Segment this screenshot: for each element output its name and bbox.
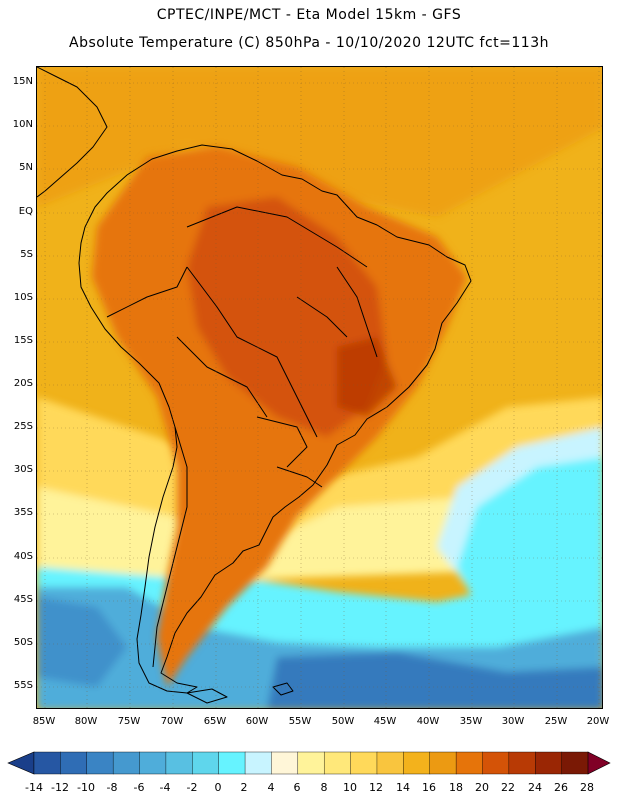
colorbar-arrow-left [7,751,35,775]
border-argentina-chile [152,426,188,668]
lat-label-25s: 25S [13,421,33,432]
lat-label-55s: 55S [13,680,33,691]
colorbar-label: -10 [77,781,95,794]
colorbar-segment [429,751,457,775]
colorbar-segment [86,751,114,775]
colorbar-label: -12 [51,781,69,794]
colorbar-segment [60,751,88,775]
colorbar-label: 2 [240,781,248,794]
border-brazil-north [186,206,368,268]
colorbar-segment [350,751,378,775]
island-tierra-del-fuego [186,688,228,704]
lon-label-75w: 75W [117,716,141,727]
colorbar-segment [192,751,220,775]
colorbar-label: 0 [214,781,222,794]
colorbar-label: 26 [554,781,568,794]
colorbar-segment [455,751,483,775]
colorbar-segment [165,751,193,775]
field-deep-blue-west [37,597,127,687]
colorbar-label: 18 [449,781,463,794]
colorbar-label: 22 [501,781,515,794]
colorbar-label: -4 [159,781,171,794]
lat-label-10n: 10N [12,119,33,130]
lat-label-45s: 45S [13,594,33,605]
colorbar-label: -2 [186,781,198,794]
lat-label-30s: 30S [13,464,33,475]
lat-label-5n: 5N [19,162,33,173]
coast-south-america [78,144,472,694]
lat-label-40s: 40S [13,551,33,562]
lon-label-65w: 65W [203,716,227,727]
lon-label-20w: 20W [586,716,610,727]
lon-label-30w: 30W [501,716,525,727]
border-brazil-west [186,266,318,438]
colorbar-label: 6 [293,781,301,794]
chart-subtitle: Absolute Temperature (C) 850hPa - 10/10/… [69,35,549,51]
colorbar [7,751,611,775]
lat-label-10s: 10S [13,292,33,303]
lon-label-50w: 50W [331,716,355,727]
map-panel [36,66,603,709]
coast-central-america [37,67,108,198]
field-deep-blue-south [267,652,602,708]
lat-label-15n: 15N [12,76,33,87]
colorbar-segment [403,751,431,775]
colorbar-segment [139,751,167,775]
lat-label-eq: EQ [18,206,33,217]
field-band-orange-north [37,67,602,217]
colorbar-label: 12 [369,781,383,794]
colorbar-label: -8 [106,781,118,794]
lat-label-20s: 20S [13,378,33,389]
lon-label-55w: 55W [288,716,312,727]
colorbar-label: -14 [25,781,43,794]
lat-label-15s: 15S [13,335,33,346]
colorbar-label: -6 [133,781,145,794]
colorbar-segment [271,751,299,775]
lon-label-60w: 60W [245,716,269,727]
lat-label-5s: 5S [20,249,33,260]
colorbar-label: 24 [528,781,542,794]
colorbar-label: 16 [422,781,436,794]
lon-label-40w: 40W [416,716,440,727]
colorbar-segment [482,751,510,775]
colorbar-segment [535,751,563,775]
colorbar-arrow-right [587,751,611,775]
colorbar-segment [376,751,404,775]
border-states-brazil-2 [296,296,348,338]
colorbar-label: 8 [320,781,328,794]
colorbar-label: 20 [475,781,489,794]
land-hot-east [337,337,397,417]
colorbar-segment [244,751,272,775]
colorbar-segment [508,751,536,775]
lon-label-35w: 35W [459,716,483,727]
lon-label-80w: 80W [74,716,98,727]
border-states-brazil-1 [336,266,378,358]
lat-label-50s: 50S [13,637,33,648]
colorbar-segment [297,751,325,775]
border-uruguay [276,466,323,488]
lat-label-35s: 35S [13,507,33,518]
lon-label-45w: 45W [373,716,397,727]
border-bolivia [176,336,268,418]
colorbar-segment [112,751,141,775]
chart-title: CPTEC/INPE/MCT - Eta Model 15km - GFS [156,7,462,23]
colorbar-segment [33,751,61,775]
colorbar-segment [218,751,246,775]
lon-label-85w: 85W [32,716,56,727]
colorbar-segment [323,751,352,775]
colorbar-label: 4 [267,781,275,794]
island-falklands [272,682,294,696]
colorbar-segment [561,751,589,775]
coastline [37,67,472,704]
colorbar-label: 14 [396,781,410,794]
colorbar-label: 28 [580,781,594,794]
graticule [37,67,602,708]
temperature-map [37,67,602,708]
colorbar-label: 10 [343,781,357,794]
lon-label-25w: 25W [544,716,568,727]
lon-label-70w: 70W [160,716,184,727]
border-paraguay [256,416,308,468]
border-peru [106,266,188,318]
